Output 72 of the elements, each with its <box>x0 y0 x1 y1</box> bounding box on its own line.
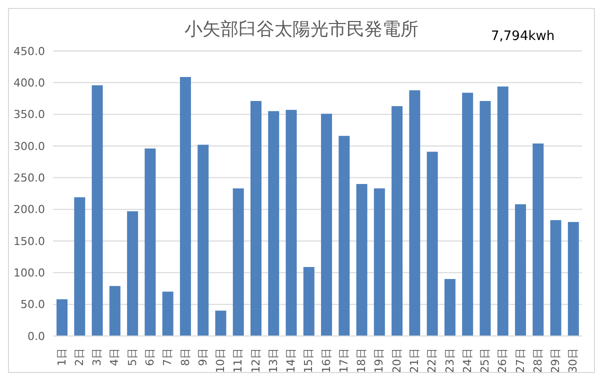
x-tick-label: 24日 <box>460 348 474 373</box>
y-tick-label: 0.0 <box>28 330 45 343</box>
bar <box>321 114 332 336</box>
y-tick-label: 350.0 <box>14 108 45 122</box>
x-tick-label: 29日 <box>549 348 562 373</box>
bar <box>444 279 456 336</box>
bar <box>198 144 209 336</box>
y-tick-label: 200.0 <box>14 203 45 216</box>
y-tick-label: 400.0 <box>14 76 45 90</box>
x-tick-label: 6日 <box>143 348 156 366</box>
bar <box>144 148 156 336</box>
x-tick-label: 5日 <box>126 348 139 366</box>
x-tick-label: 22日 <box>426 348 439 373</box>
x-tick-label: 7日 <box>161 348 174 366</box>
x-tick-label: 15日 <box>302 348 316 373</box>
y-tick-label: 100.0 <box>14 266 45 280</box>
y-tick-label: 450.0 <box>14 44 45 58</box>
x-tick-label: 11日 <box>232 348 245 373</box>
x-tick-label: 19日 <box>372 348 386 373</box>
x-tick-label: 30日 <box>566 348 580 373</box>
x-tick-label: 2日 <box>72 348 86 366</box>
bar <box>532 143 544 336</box>
bar <box>250 101 262 336</box>
bar <box>462 92 474 336</box>
bar <box>338 136 350 336</box>
bar <box>497 86 508 336</box>
bar <box>356 184 368 336</box>
x-tick-label: 18日 <box>355 348 368 373</box>
bar <box>392 106 403 336</box>
x-tick-label: 25日 <box>478 348 492 373</box>
x-tick-label: 12日 <box>249 348 262 373</box>
y-tick-label: 250.0 <box>14 172 45 185</box>
bar <box>286 110 297 336</box>
bar <box>180 76 191 336</box>
x-tick-label: 14日 <box>284 348 298 373</box>
x-tick-label: 16日 <box>320 348 333 373</box>
bar <box>92 85 103 336</box>
x-tick-label: 27日 <box>514 348 527 373</box>
x-tick-label: 10日 <box>214 348 228 373</box>
bar <box>303 266 314 336</box>
x-tick-label: 28日 <box>531 348 544 373</box>
y-tick-label: 150.0 <box>14 234 45 248</box>
x-tick-label: 20日 <box>390 348 404 373</box>
bar <box>232 188 244 336</box>
bar <box>568 222 579 336</box>
bar <box>215 310 226 336</box>
bar <box>127 211 138 336</box>
x-tick-label: 17日 <box>337 348 350 373</box>
x-tick-label: 21日 <box>408 348 421 373</box>
x-tick-label: 3日 <box>90 348 104 366</box>
bar <box>514 204 526 336</box>
x-tick-label: 23日 <box>443 348 456 373</box>
x-tick-label: 13日 <box>266 348 280 373</box>
bar <box>550 220 562 336</box>
bar <box>426 152 438 336</box>
text: 7,794kwh <box>491 29 555 44</box>
y-tick-label: 50.0 <box>20 298 45 312</box>
bar <box>74 197 86 336</box>
bar <box>109 286 120 336</box>
bar <box>480 101 491 336</box>
bar <box>162 292 174 336</box>
bar <box>409 90 420 336</box>
bar <box>374 188 385 336</box>
y-tick-label: 300.0 <box>14 140 45 153</box>
chart-title: 小矢部臼谷太陽光市民発電所 <box>184 19 418 40</box>
x-tick-label: 4日 <box>108 348 122 366</box>
x-tick-label: 9日 <box>196 348 210 366</box>
x-tick-label: 26日 <box>496 348 510 373</box>
x-tick-label: 8日 <box>178 348 192 366</box>
bar <box>268 111 280 336</box>
bar <box>56 299 68 336</box>
x-tick-label: 1日 <box>55 348 68 366</box>
